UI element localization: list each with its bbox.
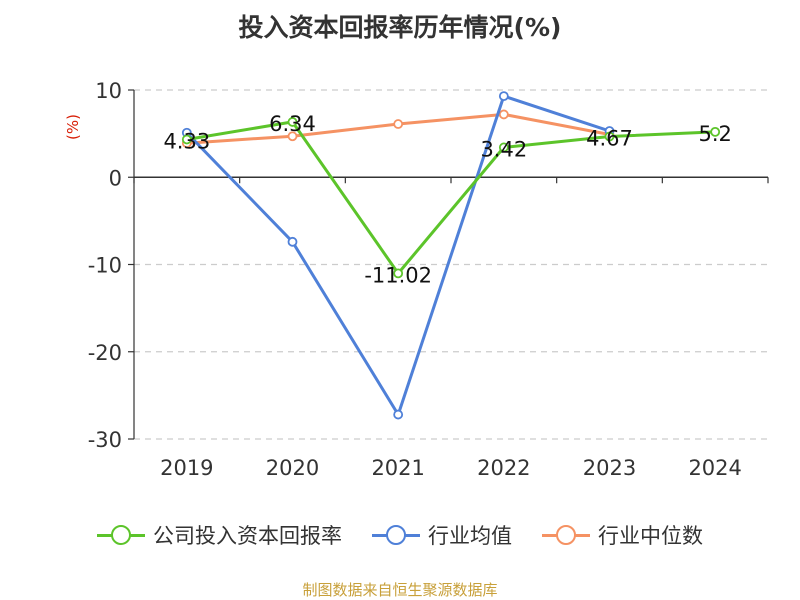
legend-swatch [97,525,145,545]
legend-swatch [542,525,590,545]
y-axis-label: (%) [64,114,82,140]
x-tick-label: 2021 [371,456,424,480]
grid-layer [134,89,768,440]
data-point [287,117,298,127]
data-label: 3.42 [480,137,527,161]
legend-item[interactable]: 行业中位数 [542,520,703,550]
chart-title: 投入资本回报率历年情况(%) [238,13,562,42]
data-point [498,109,509,120]
legend-swatch [372,525,420,545]
legend-item[interactable]: 行业均值 [372,520,512,550]
data-point [710,126,721,137]
data-label: 4.33 [163,129,210,153]
data-point [393,268,404,279]
data-label: 5.2 [698,122,731,146]
legend-label: 公司投入资本回报率 [153,524,342,548]
data-label: 6.34 [269,112,316,136]
legend-label: 行业中位数 [598,524,703,548]
x-tick-label: 2019 [160,456,213,480]
y-tick-label: -20 [88,341,122,365]
data-label-layer: 4.33 6.34 -11.02 3.42 4.67 5.2 [163,112,731,287]
x-tick-label: 2020 [266,456,319,480]
y-tick-label: -10 [88,254,122,278]
data-point [287,131,298,142]
x-tick-label: 2022 [477,456,530,480]
y-tick-label: 10 [95,79,122,103]
data-point [287,236,298,247]
data-label: -11.02 [364,263,432,287]
data-point [393,119,404,129]
series-line [186,120,716,275]
axis-layer: 10 0 -10 -20 -30 2019 2020 2021 2022 2023 2024 (%) [64,79,769,480]
data-point [604,131,615,142]
series-layer [181,91,721,420]
legend-item[interactable]: 公司投入资本回报率 [97,520,342,550]
data-label: 4.67 [586,127,633,151]
legend-label: 行业均值 [428,524,512,548]
y-tick-label: -30 [88,428,122,452]
data-point [498,91,509,102]
source-note: 制图数据来自恒生聚源数据库 [302,581,498,599]
data-point [181,134,192,145]
legend: 公司投入资本回报率 行业均值 行业中位数 [0,520,800,550]
x-tick-label: 2023 [583,456,636,480]
data-point [393,409,404,420]
y-tick-label: 0 [109,166,122,190]
x-tick-label: 2024 [688,456,741,480]
data-point [498,142,509,153]
